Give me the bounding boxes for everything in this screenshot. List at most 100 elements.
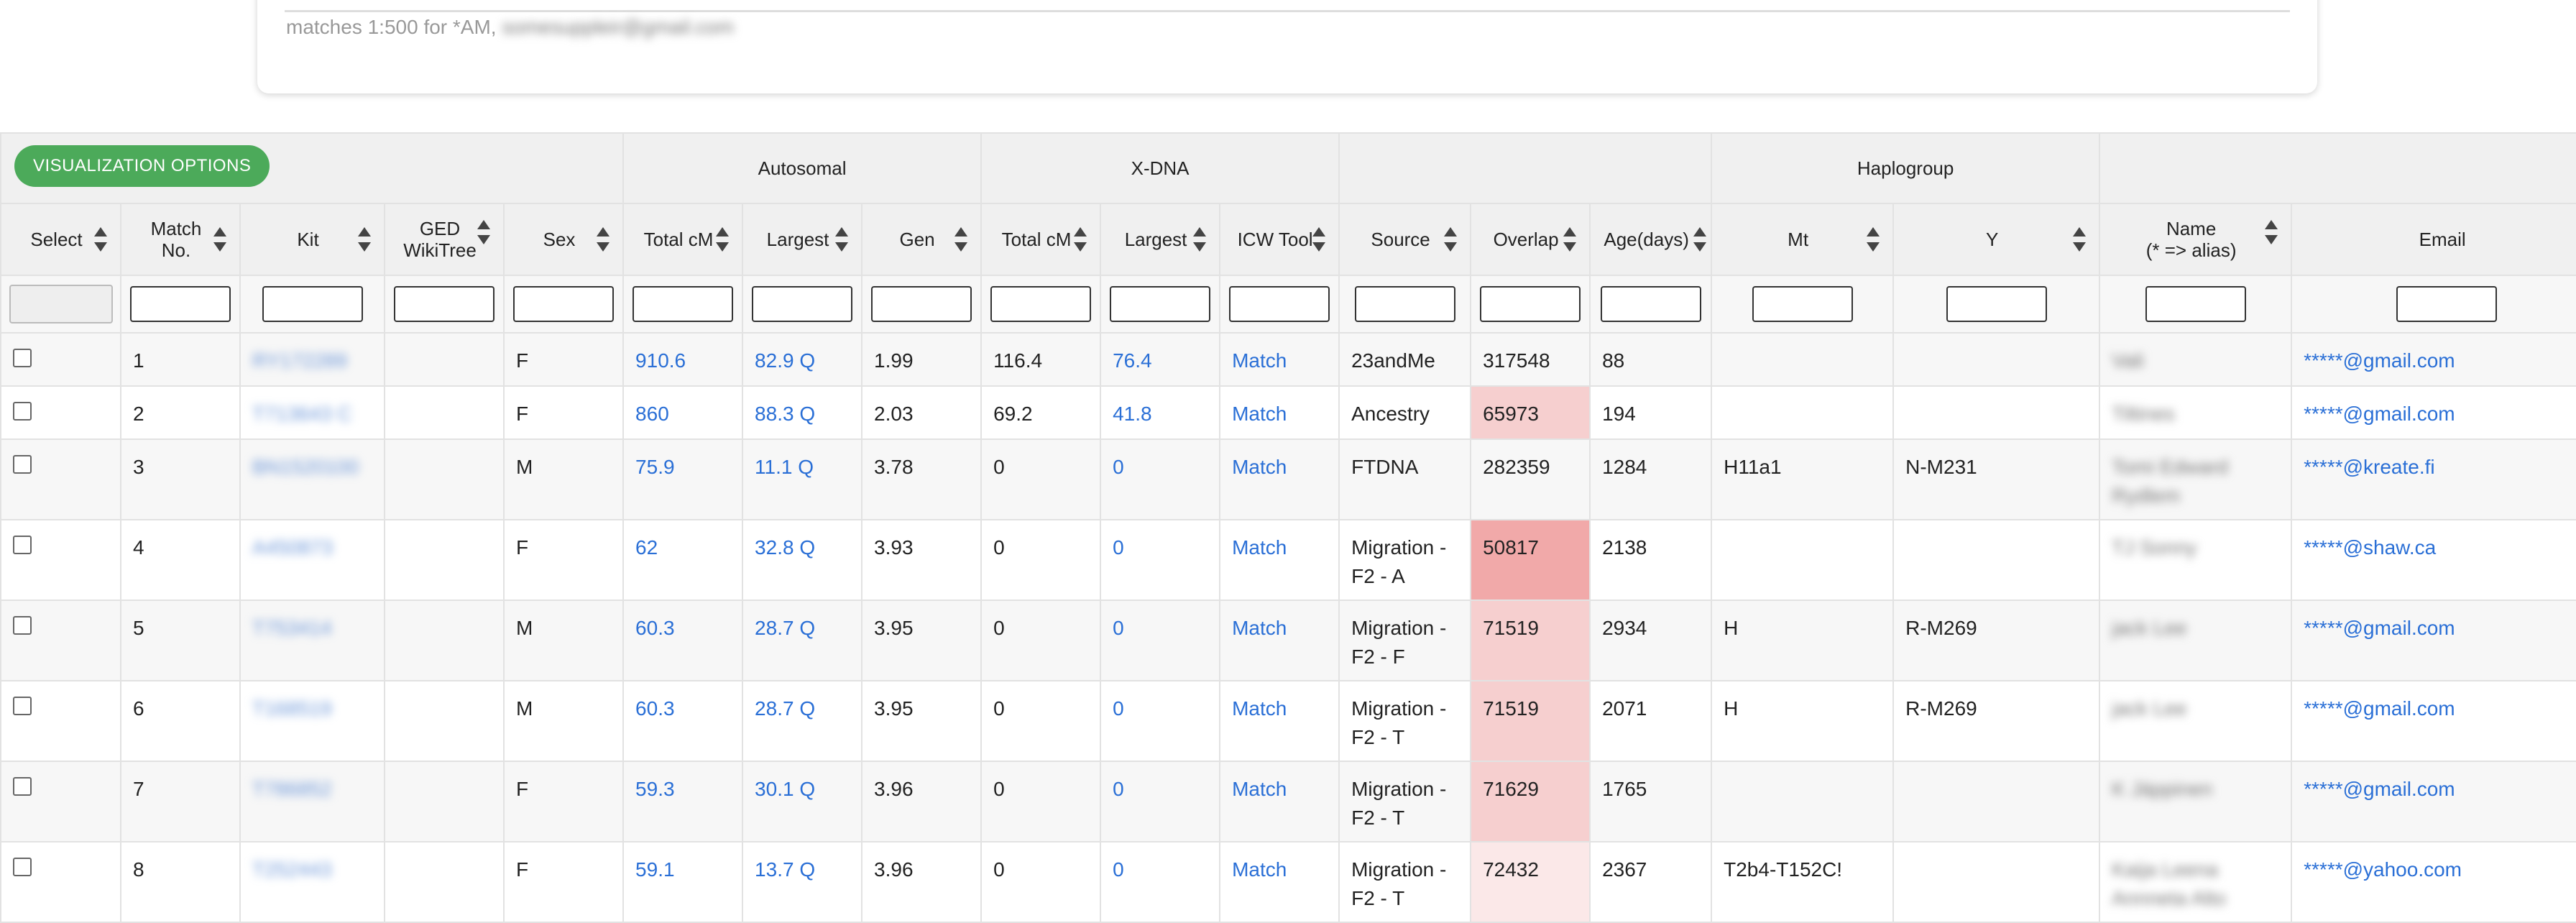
xdna-largest-link[interactable]: 0	[1113, 617, 1124, 639]
kit-link[interactable]: T168519	[252, 697, 332, 720]
kit-link[interactable]: T252443	[252, 858, 332, 881]
autosomal-total-cm-link[interactable]: 59.3	[635, 778, 675, 800]
sort-icon[interactable]	[716, 227, 730, 252]
row-select-checkbox[interactable]	[13, 402, 32, 421]
filter-xdna-total-cm[interactable]	[990, 286, 1092, 322]
email-link[interactable]: *****@shaw.ca	[2304, 536, 2437, 559]
autosomal-total-cm-link[interactable]: 59.1	[635, 858, 675, 881]
xdna-largest-link[interactable]: 41.8	[1113, 403, 1152, 425]
email-link[interactable]: *****@gmail.com	[2304, 349, 2455, 372]
col-gen[interactable]: Gen	[861, 203, 983, 276]
filter-xdna-largest[interactable]	[1110, 286, 1211, 322]
sort-icon[interactable]	[1312, 227, 1326, 252]
row-select-checkbox[interactable]	[13, 536, 32, 554]
sort-icon[interactable]	[835, 227, 849, 252]
email-link[interactable]: *****@kreate.fi	[2304, 456, 2435, 478]
sort-icon[interactable]	[1693, 227, 1707, 252]
autosomal-total-cm-link[interactable]: 910.6	[635, 349, 686, 372]
filter-mt[interactable]	[1752, 286, 1853, 322]
col-xdna-largest[interactable]: Largest	[1100, 203, 1221, 276]
sort-icon[interactable]	[2073, 227, 2087, 252]
xdna-largest-link[interactable]: 0	[1113, 697, 1124, 720]
autosomal-largest-link[interactable]: 11.1 Q	[755, 456, 814, 478]
sort-icon[interactable]	[954, 227, 968, 252]
col-overlap[interactable]: Overlap	[1470, 203, 1591, 276]
col-xdna-total-cm[interactable]: Total cM	[980, 203, 1102, 276]
sort-icon[interactable]	[1563, 227, 1577, 252]
autosomal-largest-link[interactable]: 30.1 Q	[755, 778, 816, 800]
col-autosomal-largest[interactable]: Largest	[742, 203, 863, 276]
sort-icon[interactable]	[477, 220, 490, 245]
sort-icon[interactable]	[1193, 227, 1207, 252]
col-sex[interactable]: Sex	[502, 203, 625, 276]
col-icw-tool[interactable]: ICW Tool	[1219, 203, 1340, 276]
icw-match-link[interactable]: Match	[1232, 858, 1287, 881]
xdna-largest-link[interactable]: 0	[1113, 858, 1124, 881]
autosomal-largest-link[interactable]: 88.3 Q	[755, 403, 816, 425]
row-select-checkbox[interactable]	[13, 697, 32, 715]
visualization-options-button[interactable]: VISUALIZATION OPTIONS	[14, 145, 270, 187]
autosomal-total-cm-link[interactable]: 60.3	[635, 617, 675, 639]
autosomal-largest-link[interactable]: 32.8 Q	[755, 536, 816, 559]
filter-autosomal-largest[interactable]	[752, 286, 853, 322]
xdna-largest-link[interactable]: 0	[1113, 778, 1124, 800]
filter-match-no[interactable]	[130, 286, 231, 322]
filter-autosomal-total-cm[interactable]	[632, 286, 734, 322]
filter-icw-tool[interactable]	[1229, 286, 1330, 322]
col-select[interactable]: Select	[0, 203, 121, 276]
filter-age-days[interactable]	[1600, 286, 1701, 322]
sort-icon[interactable]	[358, 227, 371, 252]
filter-source[interactable]	[1354, 286, 1455, 322]
col-kit[interactable]: Kit	[239, 203, 385, 276]
row-select-checkbox[interactable]	[13, 777, 32, 796]
sort-icon[interactable]	[94, 227, 107, 252]
email-link[interactable]: *****@gmail.com	[2304, 697, 2455, 720]
col-source[interactable]: Source	[1338, 203, 1472, 276]
sort-icon[interactable]	[1444, 227, 1458, 252]
sort-icon[interactable]	[2265, 220, 2278, 245]
col-match-no[interactable]: Match No.	[120, 203, 241, 276]
col-age-days[interactable]: Age(days)	[1589, 203, 1713, 276]
icw-match-link[interactable]: Match	[1232, 536, 1287, 559]
col-name[interactable]: Name (* => alias)	[2099, 203, 2293, 276]
col-ged-wikitree[interactable]: GED WikiTree	[384, 203, 505, 276]
email-link[interactable]: *****@gmail.com	[2304, 778, 2455, 800]
autosomal-total-cm-link[interactable]: 62	[635, 536, 658, 559]
autosomal-largest-link[interactable]: 28.7 Q	[755, 617, 816, 639]
icw-match-link[interactable]: Match	[1232, 456, 1287, 478]
autosomal-total-cm-link[interactable]: 60.3	[635, 697, 675, 720]
xdna-largest-link[interactable]: 0	[1113, 536, 1124, 559]
kit-link[interactable]: T786852	[252, 778, 332, 800]
col-mt[interactable]: Mt	[1711, 203, 1895, 276]
row-select-checkbox[interactable]	[13, 858, 32, 876]
filter-sex[interactable]	[513, 286, 615, 322]
sort-icon[interactable]	[213, 227, 226, 252]
kit-link[interactable]: BN1520100	[252, 456, 359, 478]
xdna-largest-link[interactable]: 0	[1113, 456, 1124, 478]
filter-y[interactable]	[1946, 286, 2047, 322]
autosomal-largest-link[interactable]: 13.7 Q	[755, 858, 816, 881]
filter-ged-wikitree[interactable]	[394, 286, 494, 322]
autosomal-largest-link[interactable]: 82.9 Q	[755, 349, 816, 372]
email-link[interactable]: *****@gmail.com	[2304, 617, 2455, 639]
filter-kit[interactable]	[262, 286, 363, 322]
row-select-checkbox[interactable]	[13, 349, 32, 367]
sort-icon[interactable]	[1074, 227, 1087, 252]
autosomal-largest-link[interactable]: 28.7 Q	[755, 697, 816, 720]
filter-gen[interactable]	[871, 286, 972, 322]
filter-overlap[interactable]	[1480, 286, 1581, 322]
icw-match-link[interactable]: Match	[1232, 403, 1287, 425]
autosomal-total-cm-link[interactable]: 75.9	[635, 456, 675, 478]
col-y[interactable]: Y	[1892, 203, 2101, 276]
icw-match-link[interactable]: Match	[1232, 697, 1287, 720]
sort-icon[interactable]	[597, 227, 610, 252]
filter-name[interactable]	[2145, 286, 2246, 322]
icw-match-link[interactable]: Match	[1232, 617, 1287, 639]
kit-link[interactable]: T713643 C	[252, 403, 352, 425]
row-select-checkbox[interactable]	[13, 616, 32, 635]
icw-match-link[interactable]: Match	[1232, 349, 1287, 372]
sort-icon[interactable]	[1867, 227, 1880, 252]
autosomal-total-cm-link[interactable]: 860	[635, 403, 669, 425]
kit-link[interactable]: RY172289	[252, 349, 347, 372]
row-select-checkbox[interactable]	[13, 455, 32, 474]
